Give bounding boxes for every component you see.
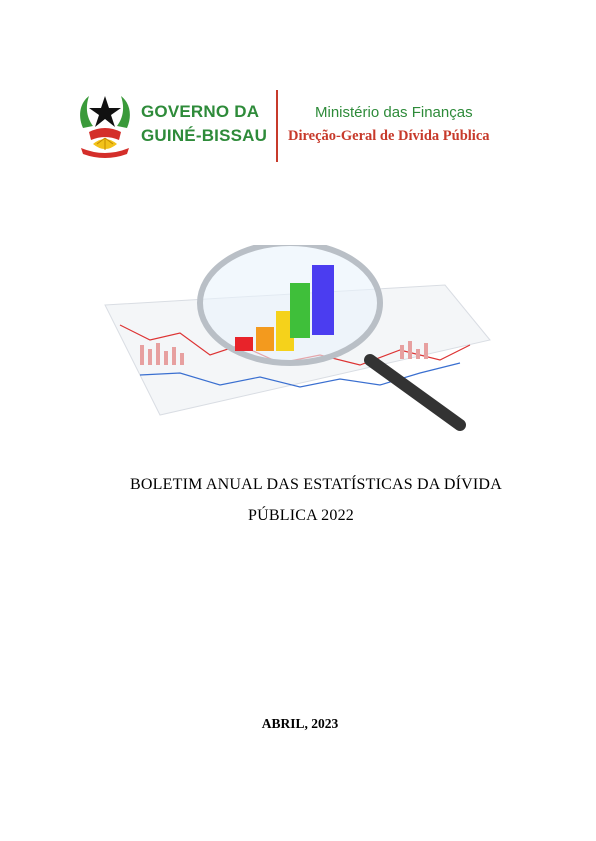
publication-date: ABRIL, 2023 (261, 716, 339, 731)
ministry-name: Ministério das Finanças (315, 104, 473, 121)
gov-line1: GOVERNO DA (141, 102, 260, 121)
report-line-blue (139, 362, 461, 388)
header-divider (276, 90, 278, 162)
gov-line2: GUINÉ-BISSAU (141, 126, 268, 145)
document-title-line2: PÚBLICA 2022 (248, 507, 354, 524)
coat-of-arms-icon (80, 96, 130, 158)
directorate-name: Direção-Geral de Dívida Pública (288, 128, 490, 144)
magnifier-handle (364, 354, 466, 431)
document-title-line1: BOLETIM ANUAL DAS ESTATÍSTICAS DA DÍVIDA (130, 476, 502, 493)
government-name: GOVERNO DA GUINÉ-BISSAU (141, 100, 267, 148)
header-logo-block: GOVERNO DA GUINÉ-BISSAU Ministério das F… (75, 88, 522, 164)
growth-bars (235, 265, 334, 351)
report-bars (140, 341, 428, 365)
magnifier-chart-illustration (104, 245, 491, 431)
